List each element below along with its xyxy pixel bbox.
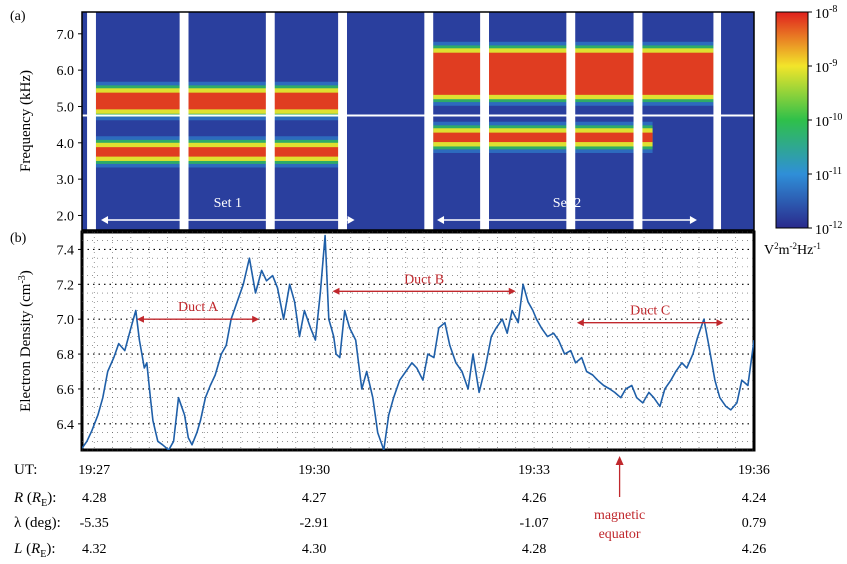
density-tick-label: 6.6: [57, 383, 75, 398]
freq-tick-label: 5.0: [57, 100, 75, 115]
data-gaps: [87, 12, 722, 230]
ephemeris-value: 4.30: [302, 542, 327, 557]
ephemeris-table: UT: R (RE): λ (deg): L (RE): 19:27 19:30 1…: [13, 456, 770, 560]
ephem-label-ut: UT:: [14, 462, 37, 478]
ephemeris-value: 4.28: [522, 542, 547, 557]
colorbar-tick-label: 10-9: [815, 58, 837, 76]
data-gap: [566, 12, 576, 230]
data-gap: [179, 12, 189, 230]
spectrogram-panel: Set 1 Set 2 7.0 6.0 5.0 4.0 3.0 2.0 Frequency …: [18, 12, 754, 230]
duct-label: Duct A: [178, 300, 219, 315]
duct-arrow-head: [576, 319, 584, 327]
ephemeris-value: -5.35: [80, 516, 109, 531]
frequency-axis: 7.0 6.0 5.0 4.0 3.0 2.0: [57, 28, 82, 224]
ephemeris-value: 4.28: [82, 491, 107, 506]
duct-label: Duct B: [404, 272, 444, 287]
panel-label-a: (a): [10, 9, 26, 24]
magnetic-equator-label: equator: [599, 527, 641, 542]
electron-density-line: [82, 234, 754, 450]
ephemeris-value: 4.32: [82, 542, 107, 557]
colorbar-ticks: 10-8 10-9 10-10 10-11 10-12: [808, 4, 842, 238]
ephemeris-value: 4.24: [742, 491, 767, 506]
spectrogram-band-lower: [95, 147, 347, 157]
colorbar-gradient: [775, 11, 809, 229]
freq-tick-label: 7.0: [57, 28, 75, 43]
magnetic-equator-label: magnetic: [594, 508, 645, 523]
duct-arrow-head: [716, 319, 724, 327]
spectrogram-band-lower: [433, 132, 653, 143]
freq-tick-label: 2.0: [57, 209, 75, 224]
colorbar-tick-label: 10-8: [815, 4, 837, 22]
ephemeris-value: 0.79: [742, 516, 767, 531]
ephemeris-value: 19:30: [298, 463, 330, 478]
ephemeris-value: -1.07: [519, 516, 548, 531]
density-tick-label: 7.4: [57, 243, 75, 258]
duct-arrow-head: [332, 287, 340, 295]
ephem-label-r: R (RE):: [13, 490, 56, 509]
data-gap: [424, 12, 434, 230]
ephemeris-value: 19:36: [738, 463, 770, 478]
set-label: Set 1: [214, 196, 242, 211]
ephemeris-value: 4.26: [522, 491, 547, 506]
colorbar-tick-label: 10-10: [815, 112, 842, 130]
colorbar: 10-8 10-9 10-10 10-11 10-12 V2m-2Hz-1: [764, 4, 842, 258]
set-arrow-head: [437, 216, 445, 224]
colorbar-tick-label: 10-11: [815, 166, 842, 184]
density-tick-label: 6.4: [57, 418, 75, 433]
density-axis: 7.4 7.2 7.0 6.8 6.6 6.4: [57, 243, 82, 433]
magnetic-equator-arrowhead: [615, 456, 624, 465]
ephemeris-value: 19:33: [518, 463, 550, 478]
data-gap: [265, 12, 275, 230]
freq-tick-label: 6.0: [57, 64, 75, 79]
freq-tick-label: 4.0: [57, 137, 75, 152]
freq-tick-label: 3.0: [57, 173, 75, 188]
colorbar-tick-label: 10-12: [815, 220, 842, 238]
set-label: Set 2: [553, 196, 581, 211]
ephemeris-value: 19:27: [78, 463, 110, 478]
density-tick-label: 6.8: [57, 348, 75, 363]
duct-label: Duct C: [630, 304, 670, 319]
ephemeris-value: -2.91: [300, 516, 329, 531]
set-arrow-head: [347, 216, 355, 224]
duct-arrow-head: [136, 315, 144, 323]
ephemeris-value: 4.27: [302, 491, 327, 506]
colorbar-unit: V2m-2Hz-1: [764, 241, 821, 258]
spectrogram-band-upper: [95, 92, 347, 110]
data-gap: [633, 12, 643, 230]
density-axis-label: Electron Density (cm-3): [17, 270, 34, 412]
density-tick-label: 7.2: [57, 278, 75, 293]
data-gap: [480, 12, 490, 230]
ephemeris-values: 19:27 19:30 19:33 19:36 4.28 4.27 4.26 4.24 -5.3…: [78, 463, 770, 557]
duct-arrow-head: [508, 287, 516, 295]
set-arrow-head: [689, 216, 697, 224]
magnetic-equator-marker: magnetic equator: [594, 456, 645, 542]
duct-arrow-head: [252, 315, 260, 323]
duct-annotations: Duct A Duct B Duct C: [136, 272, 724, 327]
set-arrows: Set 1 Set 2: [101, 196, 697, 224]
density-tick-label: 7.0: [57, 313, 75, 328]
ephem-label-lambda: λ (deg):: [14, 515, 61, 531]
density-plot-frame: [80, 230, 756, 452]
frequency-axis-label: Frequency (kHz): [18, 70, 34, 172]
ephemeris-value: 4.26: [742, 542, 767, 557]
panel-label-b: (b): [10, 231, 27, 246]
ephem-label-l: L (RE):: [13, 541, 56, 560]
density-panel: Duct A Duct B Duct C 7.4 7.2 7.0 6.8 6.6 6.4 El…: [17, 230, 756, 452]
data-gap: [87, 12, 96, 230]
data-gap: [338, 12, 347, 230]
spectrogram-frame: [81, 11, 755, 231]
set-arrow-head: [101, 216, 109, 224]
data-gap: [713, 12, 722, 230]
